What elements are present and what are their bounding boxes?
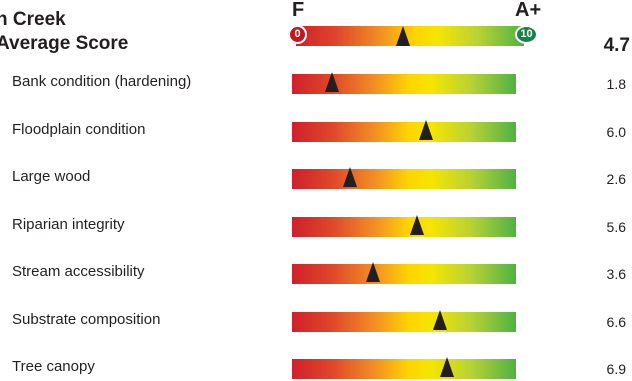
grade-low-label: F: [292, 0, 305, 21]
average-score-marker-icon: [396, 26, 411, 46]
metric-score-bar: [292, 216, 516, 237]
grade-high-label: A+: [515, 0, 542, 21]
metric-label: Large wood: [12, 168, 91, 185]
creek-name: n Creek: [0, 9, 66, 30]
average-score-title: Average Score: [0, 33, 129, 54]
metric-score-marker-icon: [410, 214, 425, 235]
metric-score-marker-icon: [439, 357, 454, 377]
metric-score-value: 2.6: [606, 171, 626, 187]
metric-score-value: 3.6: [606, 266, 626, 282]
metric-label: Riparian integrity: [12, 215, 125, 233]
scale-max-badge: 10: [515, 25, 538, 44]
metric-score-marker-icon: [365, 262, 380, 282]
metric-score-value: 5.6: [606, 218, 626, 235]
metric-score-bar: [292, 121, 516, 142]
metric-score-marker-icon: [432, 309, 447, 330]
metric-score-value: 6.9: [606, 361, 626, 377]
average-score-value: 4.7: [603, 35, 630, 56]
metric-score-bar: [292, 359, 516, 379]
metric-score-bar: [292, 264, 516, 284]
metric-score-marker-icon: [419, 119, 434, 140]
metric-score-bar: [292, 169, 516, 189]
metric-label: Substrate composition: [12, 310, 161, 328]
metric-label: Stream accessibility: [12, 263, 145, 280]
metric-label: Tree canopy: [12, 358, 95, 375]
metric-label: Floodplain condition: [12, 120, 146, 138]
metric-score-value: 6.0: [606, 123, 626, 140]
metric-score-value: 6.6: [606, 313, 626, 330]
metric-score-bar: [292, 74, 516, 94]
metric-score-bar: [292, 311, 516, 332]
metric-score-marker-icon: [343, 167, 358, 187]
metric-label: Bank condition (hardening): [12, 73, 192, 90]
metric-score-value: 1.8: [606, 76, 626, 92]
scale-min-badge: 0: [288, 25, 307, 44]
metric-score-marker-icon: [325, 72, 340, 92]
